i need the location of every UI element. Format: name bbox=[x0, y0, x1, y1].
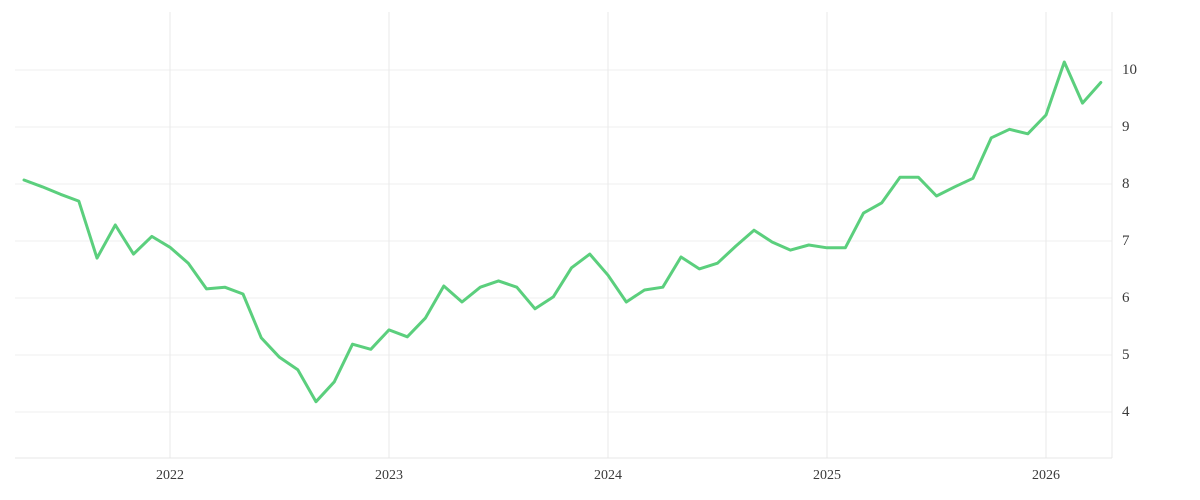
x-tick-label: 2024 bbox=[594, 468, 622, 483]
x-tick-label: 2023 bbox=[375, 468, 403, 483]
x-tick-label: 2026 bbox=[1032, 468, 1060, 483]
y-tick-label: 5 bbox=[1122, 347, 1130, 363]
y-tick-label: 8 bbox=[1122, 176, 1130, 192]
y-tick-label: 10 bbox=[1122, 62, 1137, 78]
y-tick-label: 4 bbox=[1122, 404, 1130, 420]
x-tick-label: 2025 bbox=[813, 468, 841, 483]
y-tick-label: 6 bbox=[1122, 290, 1130, 306]
data-series-line bbox=[22, 60, 1103, 404]
y-tick-label: 9 bbox=[1122, 119, 1130, 135]
y-tick-label: 7 bbox=[1122, 233, 1130, 249]
x-tick-label: 2022 bbox=[156, 468, 184, 483]
